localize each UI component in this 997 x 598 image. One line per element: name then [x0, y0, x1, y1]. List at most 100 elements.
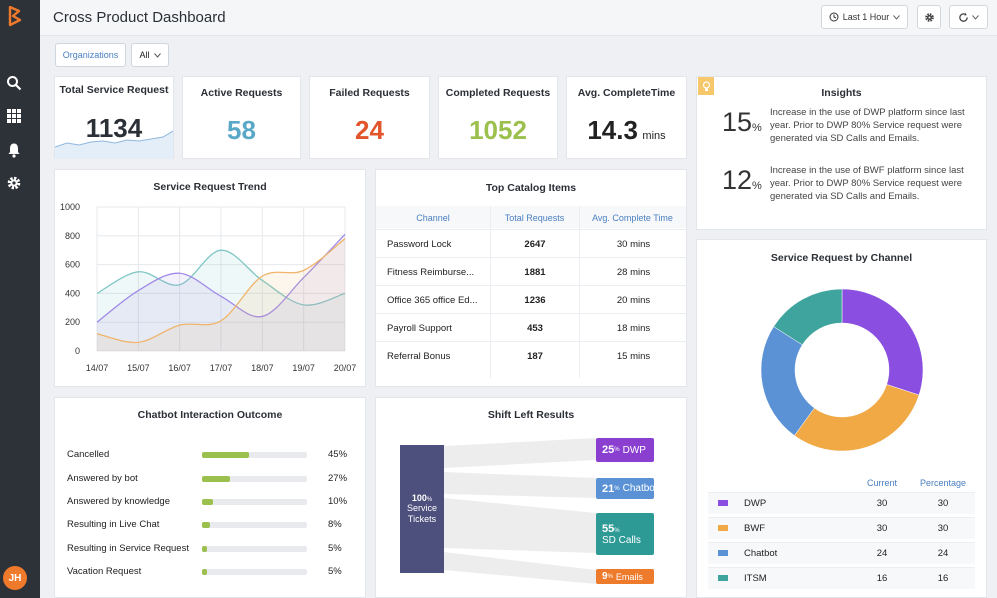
shift-left-target-sd-calls[interactable]: 55% SD Calls [596, 513, 654, 555]
cell-percentage: 16 [937, 573, 949, 584]
apps-grid-icon[interactable] [6, 108, 22, 124]
organizations-filter[interactable]: Organizations [55, 43, 126, 67]
settings-button[interactable] [917, 5, 941, 29]
kpi-avg-complete-time[interactable]: Avg. CompleteTime 14.3 mins [566, 76, 687, 159]
outcome-percent: 27% [328, 473, 348, 484]
target-label: Emails [615, 571, 643, 582]
table-row[interactable]: Office 365 office Ed... 1236 20 mins [376, 285, 686, 313]
table-row[interactable]: Payroll Support 453 18 mins [376, 313, 686, 341]
table-row[interactable]: BWF 30 30 [708, 517, 975, 539]
cell-channel: Referral Bonus [387, 351, 451, 362]
user-avatar[interactable]: JH [3, 566, 27, 590]
kpi-failed-requests[interactable]: Failed Requests 24 [309, 76, 430, 159]
outcome-label: Answered by knowledge [67, 496, 170, 507]
shift-left-target-chatbot[interactable]: 21% Chatbot [596, 478, 658, 499]
bell-icon[interactable] [6, 142, 22, 158]
kpi-label: Total Service Request [59, 84, 169, 96]
kpi-label: Avg. CompleteTime [577, 87, 676, 99]
top-catalog-items-card: Top Catalog Items Channel Total Requests… [375, 169, 687, 387]
target-value: 25 [602, 444, 615, 456]
kpi-value: 24 [355, 115, 384, 145]
table-row[interactable]: Fitness Reimburse... 1881 28 mins [376, 257, 686, 285]
lightbulb-icon [698, 77, 714, 95]
target-unit: % [607, 573, 613, 580]
cell-current: 30 [876, 523, 888, 534]
progress-fill [202, 499, 213, 505]
kpi-total-service-request[interactable]: Total Service Request 1134 [54, 76, 174, 159]
list-item[interactable]: Answered by bot 27% [55, 470, 365, 490]
outcome-label: Cancelled [67, 449, 110, 460]
list-item[interactable]: Resulting in Service Request 5% [55, 540, 365, 560]
x-tick-label: 19/07 [292, 363, 315, 373]
catalog-header-total[interactable]: Total Requests [504, 213, 565, 223]
catalog-header-row [376, 206, 686, 228]
y-tick-label: 0 [75, 346, 80, 356]
outcome-label: Resulting in Live Chat [67, 519, 160, 530]
legend-swatch [718, 575, 728, 581]
list-item[interactable]: Vacation Request 5% [55, 563, 365, 583]
all-filter-dropdown[interactable]: All [131, 43, 169, 67]
progress-track [202, 476, 307, 482]
table-row[interactable]: Chatbot 24 24 [708, 542, 975, 564]
page-title: Cross Product Dashboard [53, 9, 226, 26]
x-tick-label: 18/07 [251, 363, 274, 373]
donut-slice-bwf [794, 384, 920, 452]
cell-current: 30 [876, 498, 888, 509]
legend-swatch [718, 550, 728, 556]
shift-left-target-emails[interactable]: 9% Emails [596, 569, 654, 584]
service-tickets-node[interactable]: 100% Service Tickets [400, 445, 444, 573]
trend-chart: 0 200 400 600 800 1000 14/07 15/07 16/07 17/07 18/… [60, 202, 356, 373]
chevron-down-icon [893, 14, 901, 20]
donut-slice-chatbot [760, 326, 815, 436]
catalog-header-avg-time[interactable]: Avg. Complete Time [592, 213, 673, 223]
kpi-value: 14.3 [587, 115, 638, 145]
outcome-percent: 5% [328, 543, 342, 554]
donut-slice-itsm [773, 288, 843, 346]
kpi-label: Active Requests [200, 87, 283, 99]
chevron-down-icon [153, 52, 161, 58]
list-item[interactable]: Resulting in Live Chat 8% [55, 516, 365, 536]
table-row[interactable]: DWP 30 30 [708, 492, 975, 514]
insights-card: Insights 15% Increase in the use of DWP … [696, 76, 987, 230]
refresh-button[interactable] [949, 5, 988, 29]
search-icon[interactable] [6, 75, 22, 91]
top-header: Cross Product Dashboard Last 1 Hour [40, 0, 997, 36]
series-area-3 [97, 238, 345, 351]
cell-channel-name: DWP [744, 498, 767, 509]
shift-left-target-dwp[interactable]: 25% DWP [596, 438, 654, 462]
channel-header-current[interactable]: Current [866, 478, 897, 488]
list-item[interactable]: Cancelled 45% [55, 446, 365, 466]
table-row[interactable]: Password Lock 2647 30 mins [376, 229, 686, 257]
insight-value: 15% [722, 107, 762, 137]
target-value: 21 [602, 482, 615, 495]
table-row[interactable]: ITSM 16 16 [708, 567, 975, 589]
cell-channel-name: BWF [744, 523, 766, 534]
service-request-trend-card: Service Request Trend 0 200 400 600 800 1000 1… [54, 169, 366, 387]
gear-icon[interactable] [6, 175, 22, 191]
cell-avg-time: 30 mins [616, 239, 651, 250]
target-label: DWP [622, 444, 646, 456]
time-range-label: Last 1 Hour [842, 12, 890, 22]
progress-track [202, 522, 307, 528]
progress-fill [202, 476, 231, 482]
table-row[interactable]: Referral Bonus 187 15 mins [376, 341, 686, 369]
column-divider [490, 206, 491, 378]
cell-current: 16 [876, 573, 888, 584]
target-value: 9 [602, 571, 608, 582]
cell-avg-time: 20 mins [616, 295, 651, 306]
cell-percentage: 24 [937, 548, 949, 559]
cell-total: 2647 [524, 239, 546, 250]
x-tick-label: 16/07 [168, 363, 191, 373]
channel-header-percentage[interactable]: Percentage [919, 478, 967, 488]
cell-avg-time: 18 mins [616, 323, 651, 334]
outcome-percent: 45% [328, 449, 348, 460]
time-range-dropdown[interactable]: Last 1 Hour [821, 5, 908, 29]
outcome-label: Vacation Request [67, 566, 142, 577]
list-item[interactable]: Answered by knowledge 10% [55, 493, 365, 513]
y-tick-label: 600 [65, 260, 80, 270]
kpi-active-requests[interactable]: Active Requests 58 [182, 76, 301, 159]
outcome-percent: 10% [328, 496, 348, 507]
series-line-1 [96, 249, 346, 306]
catalog-header-channel[interactable]: Channel [416, 213, 450, 223]
kpi-completed-requests[interactable]: Completed Requests 1052 [438, 76, 558, 159]
